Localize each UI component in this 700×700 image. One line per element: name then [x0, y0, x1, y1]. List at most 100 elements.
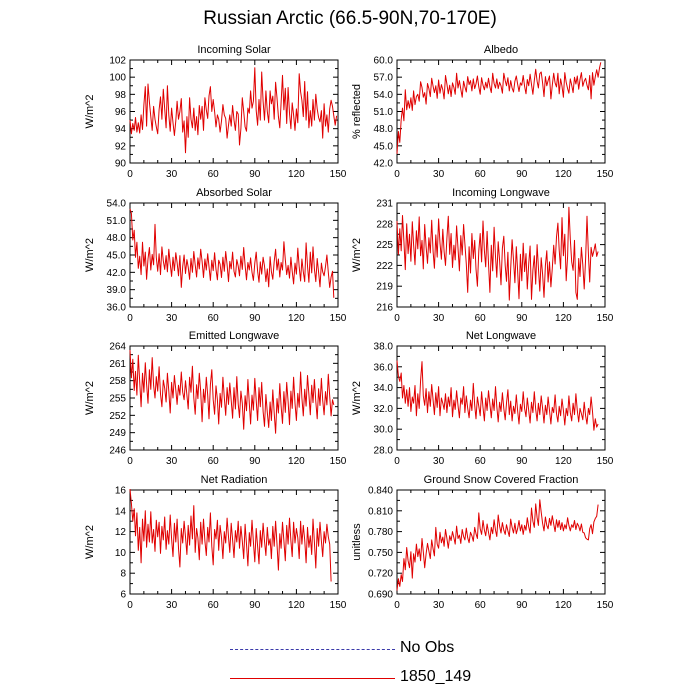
- y-tick-label: 264: [109, 342, 126, 353]
- y-tick-label: 228: [376, 219, 393, 230]
- y-axis-label: W/m^2: [84, 525, 96, 559]
- y-tick-label: 249: [109, 428, 126, 439]
- x-tick-label: 150: [597, 456, 614, 467]
- x-tick-label: 60: [208, 169, 220, 180]
- x-tick-label: 120: [555, 169, 572, 180]
- y-tick-label: 0.690: [368, 590, 393, 601]
- x-tick-label: 120: [288, 169, 305, 180]
- series-line-1850_149: [396, 499, 599, 591]
- x-tick-label: 120: [288, 600, 305, 611]
- x-tick-label: 90: [516, 456, 528, 467]
- x-tick-label: 30: [433, 169, 445, 180]
- series-line-1850_149: [129, 67, 338, 154]
- series-line-1850_149: [396, 206, 599, 301]
- y-tick-label: 0.840: [368, 486, 393, 497]
- y-tick-label: 48.0: [374, 124, 394, 135]
- x-tick-label: 30: [433, 313, 445, 324]
- y-tick-label: 258: [109, 376, 126, 387]
- x-tick-label: 60: [475, 169, 487, 180]
- x-tick-label: 30: [166, 600, 178, 611]
- y-tick-label: 32.0: [374, 404, 394, 415]
- x-tick-label: 30: [166, 313, 178, 324]
- x-tick-label: 90: [249, 456, 261, 467]
- panel-title: Net Radiation: [201, 474, 268, 486]
- y-tick-label: 36.0: [374, 362, 394, 373]
- x-tick-label: 60: [475, 600, 487, 611]
- legend-label: No Obs: [400, 639, 455, 656]
- y-tick-label: 45.0: [107, 251, 127, 262]
- x-tick-label: 150: [597, 169, 614, 180]
- y-axis-label: W/m^2: [84, 95, 96, 129]
- y-tick-label: 54.0: [107, 199, 127, 210]
- x-tick-label: 150: [597, 313, 614, 324]
- y-tick-label: 16: [115, 486, 127, 497]
- x-tick-label: 60: [208, 456, 220, 467]
- x-tick-label: 60: [208, 600, 220, 611]
- y-tick-label: 42.0: [107, 268, 127, 279]
- series-line-1850_149: [129, 208, 335, 298]
- x-tick-label: 0: [394, 313, 400, 324]
- x-tick-label: 0: [394, 169, 400, 180]
- panel-title: Net Longwave: [466, 330, 536, 342]
- x-tick-label: 120: [555, 600, 572, 611]
- y-tick-label: 39.0: [107, 285, 127, 296]
- y-tick-label: 54.0: [374, 90, 394, 101]
- y-tick-label: 246: [109, 446, 126, 457]
- series-line-1850_149: [396, 62, 602, 154]
- x-tick-label: 30: [433, 456, 445, 467]
- panel-title: Absorbed Solar: [196, 187, 272, 199]
- y-tick-label: 57.0: [374, 73, 394, 84]
- panel-title: Incoming Solar: [197, 44, 271, 56]
- y-tick-label: 45.0: [374, 141, 394, 152]
- y-tick-label: 222: [376, 261, 393, 272]
- x-tick-label: 90: [516, 600, 528, 611]
- x-tick-label: 0: [127, 169, 133, 180]
- y-tick-label: 255: [109, 394, 126, 405]
- legend-label: 1850_149: [400, 668, 472, 685]
- x-tick-label: 150: [330, 313, 347, 324]
- y-tick-label: 30.0: [374, 425, 394, 436]
- y-tick-label: 96: [115, 107, 127, 118]
- x-tick-label: 0: [394, 456, 400, 467]
- y-tick-label: 225: [376, 240, 393, 251]
- y-tick-label: 98: [115, 90, 127, 101]
- plot-frame: [396, 489, 606, 595]
- x-tick-label: 150: [597, 600, 614, 611]
- series-line-1850_149: [396, 360, 599, 431]
- series-line-1850_149: [129, 488, 332, 582]
- x-tick-label: 60: [475, 456, 487, 467]
- figure-title: Russian Arctic (66.5-90N,70-170E): [203, 8, 497, 29]
- y-tick-label: 60.0: [374, 56, 394, 67]
- y-tick-label: 38.0: [374, 342, 394, 353]
- x-tick-label: 30: [433, 600, 445, 611]
- legend-line-solid: [230, 678, 395, 679]
- y-tick-label: 12: [115, 527, 127, 538]
- x-tick-label: 90: [516, 169, 528, 180]
- y-axis-label: W/m^2: [84, 381, 96, 415]
- x-tick-label: 120: [555, 313, 572, 324]
- x-tick-label: 90: [249, 600, 261, 611]
- x-tick-label: 60: [475, 313, 487, 324]
- panel-title: Albedo: [484, 44, 518, 56]
- y-tick-label: 216: [376, 303, 393, 314]
- y-tick-label: 8: [120, 569, 126, 580]
- y-tick-label: 10: [115, 548, 127, 559]
- panel-title: Emitted Longwave: [189, 330, 280, 342]
- x-tick-label: 150: [330, 600, 347, 611]
- y-axis-label: % reflected: [351, 84, 363, 139]
- y-tick-label: 231: [376, 199, 393, 210]
- x-tick-label: 0: [127, 600, 133, 611]
- y-tick-label: 48.0: [107, 233, 127, 244]
- x-tick-label: 30: [166, 456, 178, 467]
- x-tick-label: 60: [208, 313, 220, 324]
- x-tick-label: 0: [394, 600, 400, 611]
- legend-entry-no-obs: No Obs: [230, 639, 490, 661]
- y-tick-label: 14: [115, 506, 127, 517]
- y-tick-label: 0.750: [368, 548, 393, 559]
- y-axis-label: W/m^2: [84, 238, 96, 272]
- x-tick-label: 120: [288, 456, 305, 467]
- y-axis-label: unitless: [351, 523, 363, 561]
- y-tick-label: 51.0: [107, 216, 127, 227]
- x-tick-label: 120: [555, 456, 572, 467]
